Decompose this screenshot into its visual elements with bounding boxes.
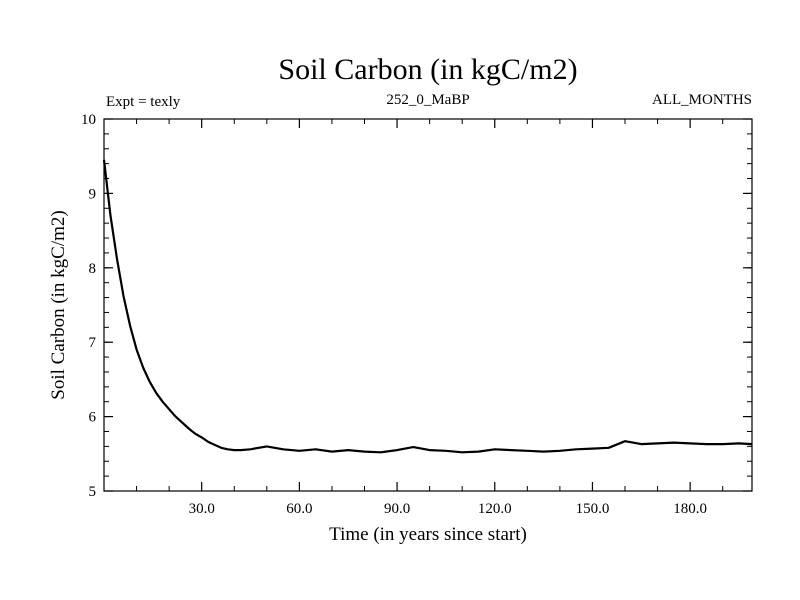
y-tick-label: 9 — [89, 186, 97, 202]
period-label: 252_0_MaBP — [386, 92, 469, 108]
x-tick-label: 120.0 — [478, 501, 512, 517]
plot-frame — [103, 118, 753, 492]
x-axis-label: Time (in years since start) — [329, 524, 527, 545]
y-tick-label: 10 — [81, 112, 96, 128]
series-line-soil-carbon — [102, 159, 753, 454]
experiment-label: Expt = texly — [106, 94, 181, 110]
y-tick-label: 5 — [89, 484, 97, 500]
x-tick-label: 90.0 — [384, 501, 410, 517]
x-tick-label: 150.0 — [576, 501, 610, 517]
x-axis: 30.0 60.0 90.0 120.0 150.0 180.0 — [189, 119, 707, 517]
x-tick-label: 60.0 — [286, 501, 312, 517]
x-tick-label: 30.0 — [189, 501, 215, 517]
months-label: ALL_MONTHS — [652, 92, 752, 108]
y-axis-label: Soil Carbon (in kgC/m2) — [48, 210, 69, 399]
minor-ticks — [104, 118, 752, 492]
y-axis: 5 6 7 8 9 10 — [81, 112, 752, 500]
y-tick-label: 8 — [89, 261, 97, 277]
x-tick-label: 180.0 — [673, 501, 707, 517]
chart-title: Soil Carbon (in kgC/m2) — [278, 53, 577, 86]
y-tick-label: 7 — [89, 335, 97, 351]
y-tick-label: 6 — [89, 410, 97, 426]
